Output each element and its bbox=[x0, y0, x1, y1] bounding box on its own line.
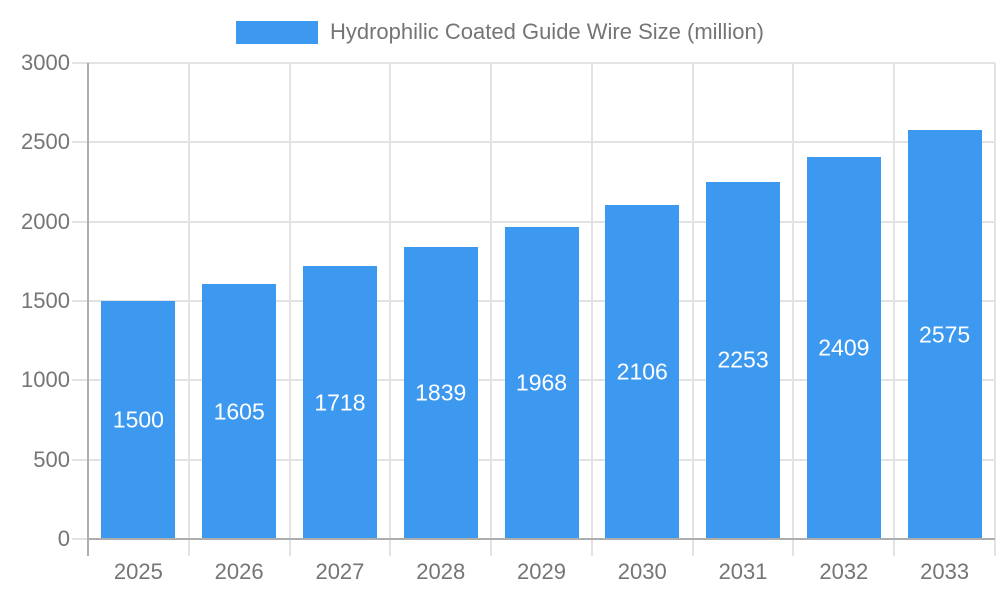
bar-value-label: 1839 bbox=[415, 379, 467, 406]
x-axis-tick-label: 2032 bbox=[819, 559, 869, 584]
x-axis-tick-label: 2028 bbox=[416, 559, 466, 584]
y-axis-line bbox=[87, 63, 89, 556]
y-axis-tick-label: 1500 bbox=[21, 288, 70, 313]
y-tick-mark bbox=[72, 458, 88, 461]
y-gridline bbox=[88, 62, 995, 64]
x-axis-tick-label: 2031 bbox=[718, 559, 768, 584]
bar[interactable] bbox=[907, 130, 982, 539]
bar-value-label: 1968 bbox=[515, 369, 568, 396]
bar-value-label: 2575 bbox=[919, 321, 971, 348]
x-gridline bbox=[691, 63, 694, 556]
y-gridline bbox=[88, 141, 995, 144]
x-gridline bbox=[893, 63, 896, 556]
y-axis-tick-label: 1000 bbox=[21, 367, 70, 393]
bar[interactable] bbox=[403, 247, 478, 539]
x-gridline bbox=[389, 63, 392, 556]
x-gridline bbox=[994, 63, 996, 556]
x-axis-tick-label: 2025 bbox=[113, 559, 163, 584]
y-axis-tick-label: 2000 bbox=[21, 208, 70, 234]
x-gridline bbox=[187, 63, 190, 556]
y-axis-tick-label: 500 bbox=[33, 446, 70, 472]
x-axis-tick-label: 2027 bbox=[315, 559, 365, 584]
x-gridline bbox=[792, 63, 795, 556]
chart-legend[interactable]: Hydrophilic Coated Guide Wire Size (mill… bbox=[0, 16, 1000, 48]
x-gridline bbox=[288, 63, 291, 556]
legend-swatch bbox=[235, 20, 318, 44]
y-tick-mark bbox=[72, 538, 88, 540]
x-axis-line bbox=[87, 538, 995, 540]
x-gridline bbox=[590, 63, 593, 556]
y-axis-tick-label: 2500 bbox=[21, 129, 70, 155]
bar-value-label: 2409 bbox=[818, 334, 870, 361]
bar[interactable] bbox=[806, 156, 881, 539]
y-tick-mark bbox=[72, 379, 88, 382]
bar[interactable] bbox=[202, 284, 277, 539]
bar-value-label: 2106 bbox=[616, 358, 668, 385]
bar-value-label: 1500 bbox=[112, 406, 164, 433]
bar-value-label: 1718 bbox=[314, 389, 366, 416]
y-tick-mark bbox=[72, 220, 88, 223]
y-tick-mark bbox=[72, 300, 88, 302]
y-tick-mark bbox=[72, 62, 88, 64]
bar-value-label: 1605 bbox=[213, 398, 265, 425]
bar[interactable] bbox=[302, 266, 377, 539]
y-gridline bbox=[88, 220, 995, 223]
legend-label: Hydrophilic Coated Guide Wire Size (mill… bbox=[329, 19, 765, 44]
x-axis-tick-label: 2029 bbox=[517, 559, 566, 584]
y-tick-mark bbox=[72, 141, 88, 144]
bar[interactable] bbox=[706, 181, 781, 539]
x-axis-tick-label: 2030 bbox=[617, 559, 667, 584]
x-axis-tick-label: 2026 bbox=[214, 559, 264, 584]
bar[interactable] bbox=[605, 204, 680, 539]
x-axis-tick-label: 2033 bbox=[920, 559, 970, 584]
bar[interactable] bbox=[101, 301, 176, 539]
y-axis-tick-label: 0 bbox=[57, 526, 70, 551]
x-gridline bbox=[490, 63, 493, 556]
bar[interactable] bbox=[504, 226, 579, 539]
bar-value-label: 2253 bbox=[717, 346, 769, 373]
y-axis-tick-label: 3000 bbox=[21, 50, 70, 75]
